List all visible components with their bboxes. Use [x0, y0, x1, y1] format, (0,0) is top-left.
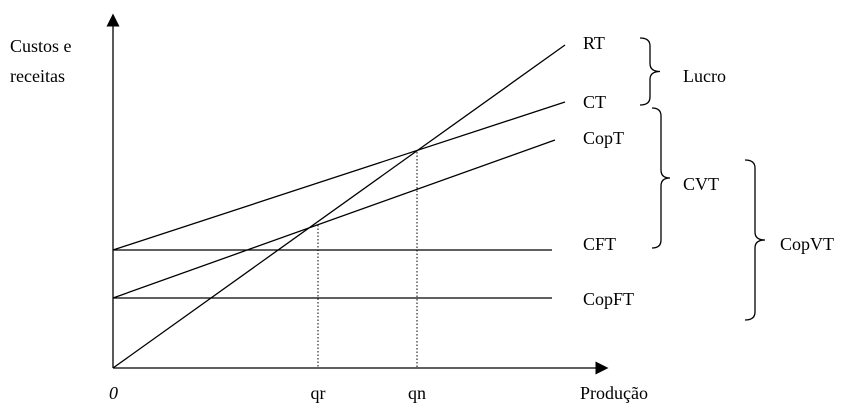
copt-line [112, 139, 556, 299]
x-mark-label: qn [408, 383, 426, 403]
x-mark-label: qr [311, 383, 326, 403]
group-label: Lucro [683, 66, 726, 86]
y-label: receitas [10, 66, 65, 86]
curve-label: CopT [583, 128, 624, 148]
brace [744, 159, 766, 321]
curve-label: CopFT [583, 289, 634, 309]
curve-label: RT [583, 33, 605, 53]
ct-line [112, 101, 566, 251]
group-label: CVT [683, 174, 719, 194]
origin-label: 0 [109, 383, 118, 403]
curve-label: CT [583, 92, 606, 112]
x-label: Produção [580, 383, 648, 403]
brace [639, 37, 661, 106]
rt-line [112, 44, 566, 369]
curve-label: CFT [583, 234, 616, 254]
group-label: CopVT [780, 234, 834, 254]
y-label: Custos e [10, 36, 72, 56]
brace [651, 107, 671, 249]
